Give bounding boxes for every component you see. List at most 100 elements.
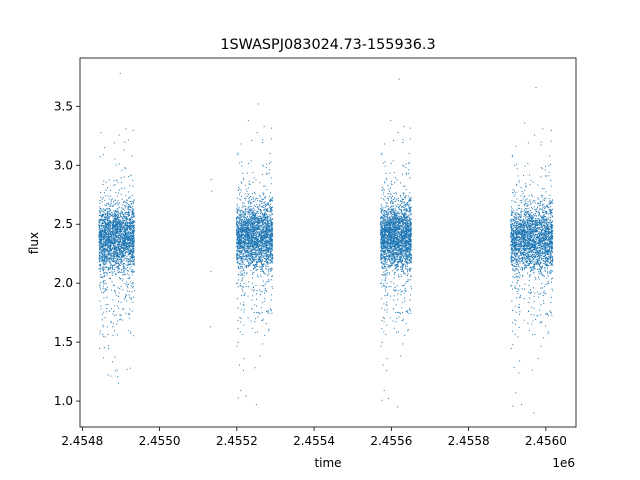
scatter-point: [266, 237, 268, 239]
scatter-point: [249, 210, 251, 212]
scatter-point: [241, 245, 243, 247]
scatter-point: [265, 167, 267, 169]
scatter-point: [115, 262, 117, 264]
scatter-point: [256, 244, 258, 246]
scatter-point: [111, 231, 113, 233]
scatter-point: [254, 250, 256, 252]
scatter-point: [266, 258, 268, 260]
scatter-point: [240, 261, 242, 263]
scatter-point: [99, 300, 101, 302]
scatter-point: [112, 313, 114, 315]
scatter-point: [243, 324, 245, 326]
scatter-point: [125, 168, 127, 170]
scatter-point: [132, 243, 134, 245]
scatter-point: [111, 238, 113, 240]
scatter-point: [240, 218, 242, 220]
scatter-point: [236, 245, 238, 247]
scatter-point: [242, 202, 244, 204]
scatter-point: [104, 228, 106, 230]
scatter-point: [248, 243, 250, 245]
scatter-point: [259, 355, 261, 357]
scatter-point: [104, 253, 106, 255]
scatter-point: [264, 204, 266, 206]
scatter-point: [108, 234, 110, 236]
scatter-point: [107, 220, 108, 222]
scatter-point: [124, 229, 126, 231]
scatter-point: [104, 251, 106, 253]
scatter-point: [126, 224, 128, 226]
scatter-point: [128, 211, 130, 213]
scatter-point: [127, 216, 129, 217]
scatter-point: [262, 142, 264, 144]
scatter-point: [263, 238, 265, 240]
scatter-point: [262, 227, 264, 229]
scatter-point: [240, 189, 242, 191]
scatter-point: [117, 235, 119, 237]
scatter-point: [253, 204, 255, 206]
scatter-point: [123, 239, 125, 241]
scatter-point: [252, 172, 254, 174]
scatter-point: [263, 285, 265, 286]
scatter-point: [252, 230, 254, 232]
scatter-point: [105, 257, 107, 259]
scatter-point: [261, 250, 263, 252]
scatter-point: [131, 210, 133, 212]
scatter-point: [125, 221, 127, 223]
scatter-point: [247, 224, 249, 226]
scatter-point: [246, 231, 248, 233]
scatter-point: [243, 269, 244, 271]
scatter-point: [267, 222, 269, 224]
scatter-point: [265, 243, 267, 245]
scatter-point: [110, 212, 112, 214]
scatter-point: [109, 245, 111, 247]
scatter-point: [255, 270, 257, 272]
scatter-point: [261, 244, 263, 246]
scatter-point: [105, 283, 107, 285]
scatter-point: [262, 238, 264, 240]
scatter-point: [121, 217, 123, 219]
scatter-point: [265, 264, 267, 266]
scatter-point: [118, 255, 120, 257]
scatter-point: [242, 246, 244, 248]
scatter-point: [133, 257, 135, 259]
scatter-point: [260, 235, 262, 237]
scatter-point: [110, 245, 112, 247]
scatter-point: [271, 294, 273, 296]
scatter-point: [251, 233, 253, 235]
scatter-point: [119, 261, 121, 263]
scatter-point: [268, 251, 270, 253]
scatter-point: [241, 250, 243, 252]
scatter-point: [131, 310, 133, 312]
scatter-point: [236, 209, 238, 211]
scatter-point: [261, 254, 263, 256]
scatter-point: [123, 259, 125, 261]
scatter-point: [104, 248, 106, 250]
scatter-point: [237, 241, 239, 243]
scatter-point: [266, 254, 268, 256]
scatter-point: [132, 282, 134, 284]
scatter-point: [245, 242, 247, 244]
scatter-point: [263, 243, 265, 245]
scatter-point: [115, 244, 117, 246]
scatter-point: [254, 258, 256, 260]
scatter-point: [124, 257, 126, 259]
scatter-point: [239, 237, 241, 239]
scatter-point: [266, 233, 268, 235]
scatter-point: [237, 286, 239, 288]
scatter-point: [237, 189, 239, 191]
scatter-point: [131, 233, 133, 235]
scatter-point: [111, 211, 113, 213]
scatter-point: [106, 229, 108, 231]
scatter-point: [252, 234, 254, 236]
scatter-point: [238, 223, 240, 225]
scatter-point: [122, 263, 124, 265]
scatter-point: [236, 238, 238, 240]
scatter-point: [271, 258, 273, 260]
scatter-point: [116, 227, 118, 229]
scatter-point: [256, 265, 258, 267]
scatter-point: [271, 243, 273, 244]
scatter-point: [127, 258, 129, 260]
scatter-point: [271, 249, 273, 251]
scatter-point: [251, 217, 253, 219]
scatter-point: [242, 304, 244, 306]
